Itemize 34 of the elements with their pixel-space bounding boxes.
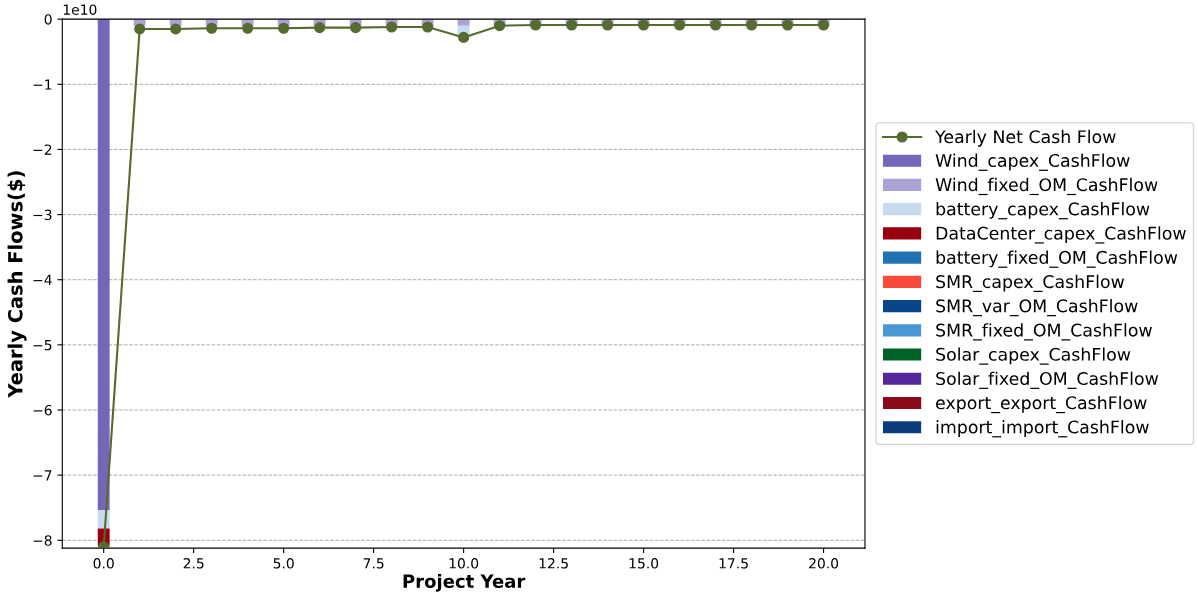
y-tick-label: −3 xyxy=(33,209,52,221)
legend-label: SMR_fixed_OM_CashFlow xyxy=(936,323,1152,341)
legend-label: Solar_fixed_OM_CashFlow xyxy=(936,371,1159,389)
legend-label: export_export_CashFlow xyxy=(936,395,1147,414)
x-tick-label: 15.0 xyxy=(629,558,659,569)
legend-label: SMR_capex_CashFlow xyxy=(936,274,1125,293)
x-axis-title: Project Year xyxy=(403,574,526,592)
y-tick-label: −7 xyxy=(33,470,52,481)
legend-label: Yearly Net Cash Flow xyxy=(935,129,1116,147)
legend-label: import_import_CashFlow xyxy=(936,420,1149,438)
x-tick-label: 7.5 xyxy=(363,558,384,569)
x-tick-label: 5.0 xyxy=(273,558,294,569)
y-tick-label: −1 xyxy=(33,79,52,90)
legend-label: battery_fixed_OM_CashFlow xyxy=(936,250,1178,268)
legend-label: Solar_capex_CashFlow xyxy=(936,347,1131,365)
y-tick-label: −8 xyxy=(33,535,52,546)
y-tick-label: 0 xyxy=(44,14,52,25)
y-tick-label: −2 xyxy=(33,144,52,155)
y-tick-label: −5 xyxy=(33,340,52,351)
x-tick-label: 10.0 xyxy=(449,558,479,569)
y-tick-label: −4 xyxy=(33,274,52,285)
x-tick-label: 20.0 xyxy=(809,558,839,569)
y-tick-label: −6 xyxy=(33,404,52,416)
legend-label: battery_capex_CashFlow xyxy=(936,202,1150,220)
y-axis-title: Yearly Cash Flows($) xyxy=(7,171,27,398)
legend-label: Wind_fixed_OM_CashFlow xyxy=(935,177,1158,196)
x-tick-label: 17.5 xyxy=(719,558,748,569)
text: 1e10 xyxy=(63,4,97,15)
legend-label: SMR_var_OM_CashFlow xyxy=(936,298,1138,317)
x-tick-label: 12.5 xyxy=(539,558,568,569)
x-tick-label: 2.5 xyxy=(183,558,204,569)
legend-label: Wind_capex_CashFlow xyxy=(935,153,1130,171)
x-tick-label: 0.0 xyxy=(93,558,114,569)
legend-label: DataCenter_capex_CashFlow xyxy=(936,226,1186,244)
